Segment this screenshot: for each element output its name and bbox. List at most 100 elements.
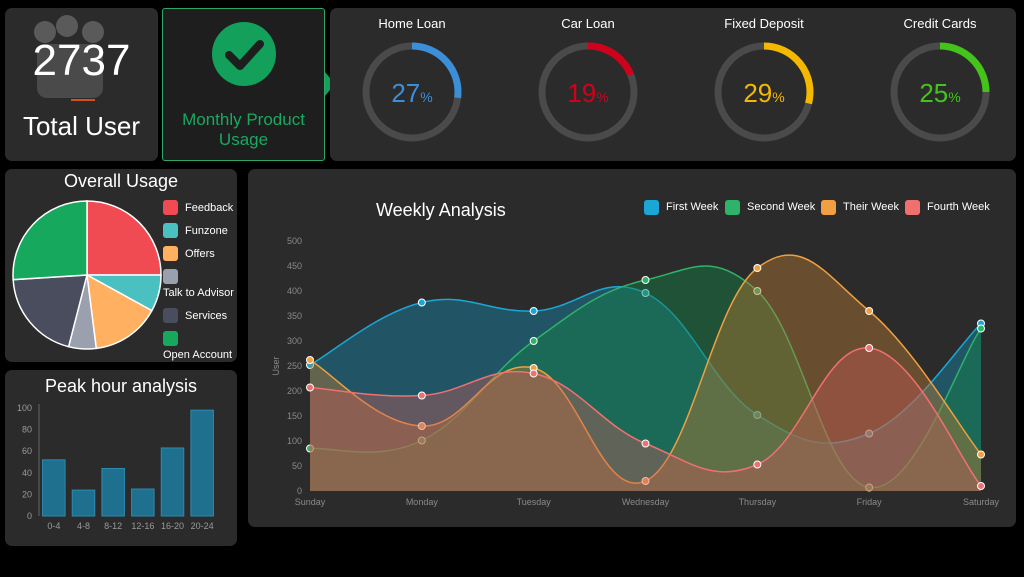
gauge-ring xyxy=(362,42,462,142)
data-point xyxy=(417,422,426,430)
data-point xyxy=(306,356,314,364)
legend-swatch[interactable] xyxy=(725,200,740,215)
y-tick-label: 200 xyxy=(287,386,302,396)
peak-bar-chart: 0 20 40 60 80 100 0-4 4-8 8-12 12-16 16-20 20-24 xyxy=(17,403,214,531)
bar xyxy=(42,459,66,517)
y-tick-label: 40 xyxy=(22,468,32,478)
pie-title: Overall Usage xyxy=(63,171,179,191)
gauge-value-number: 27 xyxy=(391,78,421,108)
checkmark-icon xyxy=(212,22,276,86)
pie-slice xyxy=(86,200,162,276)
y-tick-label: 100 xyxy=(287,436,302,446)
y-tick-label: 60 xyxy=(22,446,32,456)
x-tick-label: 12-16 xyxy=(131,521,154,531)
legend-label[interactable]: Services xyxy=(185,310,228,322)
peak-hour-panel: Peak hour analysis 0 20 40 60 80 100 0-4 4-8 8-1… xyxy=(5,370,237,546)
gauge-value: 27% xyxy=(357,78,467,109)
x-tick-label: 20-24 xyxy=(191,521,214,531)
y-tick-label: 400 xyxy=(287,286,302,296)
weekly-title: Weekly Analysis xyxy=(376,200,506,220)
legend-label[interactable]: Offers xyxy=(185,248,215,260)
bar xyxy=(160,447,185,517)
x-tick-label: 4-8 xyxy=(77,521,90,531)
legend-swatch[interactable] xyxy=(163,269,178,284)
legend-swatch[interactable] xyxy=(644,200,659,215)
gauge-value-unit: % xyxy=(948,89,961,105)
legend-label[interactable]: Feedback xyxy=(185,202,234,214)
legend-swatch[interactable] xyxy=(905,200,920,215)
gauge-value-number: 19 xyxy=(567,78,597,108)
legend-swatch[interactable] xyxy=(163,331,178,346)
gauge-title: Fixed Deposit xyxy=(724,16,804,31)
legend-swatch[interactable] xyxy=(163,246,178,261)
gauge-title: Credit Cards xyxy=(903,16,977,31)
legend-label[interactable]: Talk to Advisor xyxy=(163,287,234,299)
weekly-analysis-panel: Weekly Analysis First Week Second Week T… xyxy=(248,169,1016,527)
x-tick-label: Thursday xyxy=(739,497,777,507)
y-tick-label: 0 xyxy=(297,486,302,496)
pie-chart xyxy=(12,200,162,350)
pie-slice xyxy=(12,200,88,281)
data-point xyxy=(977,324,985,333)
monthly-usage-label-line2: Usage xyxy=(218,130,269,149)
monthly-usage-label: Monthly Product Usage xyxy=(163,110,324,150)
users-icon xyxy=(34,15,104,101)
y-tick-label: 350 xyxy=(287,311,302,321)
gauge-value: 25% xyxy=(885,78,995,109)
x-tick-label: Monday xyxy=(406,497,439,507)
gauge-ring xyxy=(538,42,638,142)
legend-label[interactable]: Second Week xyxy=(747,201,816,213)
total-user-card: 2737 Total User xyxy=(5,8,158,161)
x-tick-label: 0-4 xyxy=(47,521,60,531)
y-tick-label: 80 xyxy=(22,425,32,435)
x-tick-label: Wednesday xyxy=(622,497,670,507)
x-tick-label: 8-12 xyxy=(104,521,122,531)
legend-label[interactable]: Funzone xyxy=(185,225,228,237)
legend-swatch[interactable] xyxy=(163,223,178,238)
pie-slice xyxy=(86,273,153,350)
bar xyxy=(131,488,155,517)
data-point xyxy=(865,483,874,492)
gauge-value-unit: % xyxy=(420,89,433,105)
y-axis-label: User xyxy=(271,356,281,375)
data-point xyxy=(417,391,426,400)
legend-label[interactable]: First Week xyxy=(666,201,719,213)
data-point xyxy=(529,307,538,315)
legend-swatch[interactable] xyxy=(821,200,836,215)
x-tick-label: Friday xyxy=(857,497,883,507)
y-tick-label: 300 xyxy=(287,336,302,346)
bar xyxy=(71,489,96,517)
gauge-title: Home Loan xyxy=(378,16,446,31)
data-point xyxy=(977,482,985,490)
series-area xyxy=(310,286,981,491)
y-tick-label: 150 xyxy=(287,411,302,421)
overall-usage-panel: Overall Usage Feedback Funzone Offers Ta… xyxy=(5,169,237,362)
series-line xyxy=(309,265,982,489)
data-point xyxy=(753,264,762,272)
legend-swatch[interactable] xyxy=(163,200,178,215)
y-tick-label: 450 xyxy=(287,261,302,271)
y-tick-label: 20 xyxy=(22,489,32,499)
data-point xyxy=(417,436,426,445)
legend-swatch[interactable] xyxy=(163,308,178,323)
x-tick-label: Tuesday xyxy=(517,497,552,507)
total-user-label: Total User xyxy=(22,111,141,141)
legend-label[interactable]: Fourth Week xyxy=(927,201,990,213)
product-gauges-panel: Home Loan 27% Car Loan 19% Fixed Deposit… xyxy=(330,8,1016,161)
gauge-value-unit: % xyxy=(596,89,609,105)
data-point xyxy=(306,383,314,392)
data-point xyxy=(641,276,650,284)
x-tick-label: Saturday xyxy=(963,497,1000,507)
data-point xyxy=(529,369,538,378)
gauge-arc xyxy=(763,42,814,105)
data-point xyxy=(641,477,650,485)
gauge-ring xyxy=(890,42,990,142)
legend-label[interactable]: Open Account xyxy=(163,349,233,361)
gauge-arc xyxy=(411,42,462,99)
x-tick-label: 16-20 xyxy=(161,521,184,531)
monthly-usage-card[interactable]: Monthly Product Usage xyxy=(162,8,325,161)
gauge-arc xyxy=(587,42,635,77)
legend-label[interactable]: Their Week xyxy=(843,201,900,213)
data-point xyxy=(753,287,762,295)
gauge-title: Car Loan xyxy=(561,16,615,31)
